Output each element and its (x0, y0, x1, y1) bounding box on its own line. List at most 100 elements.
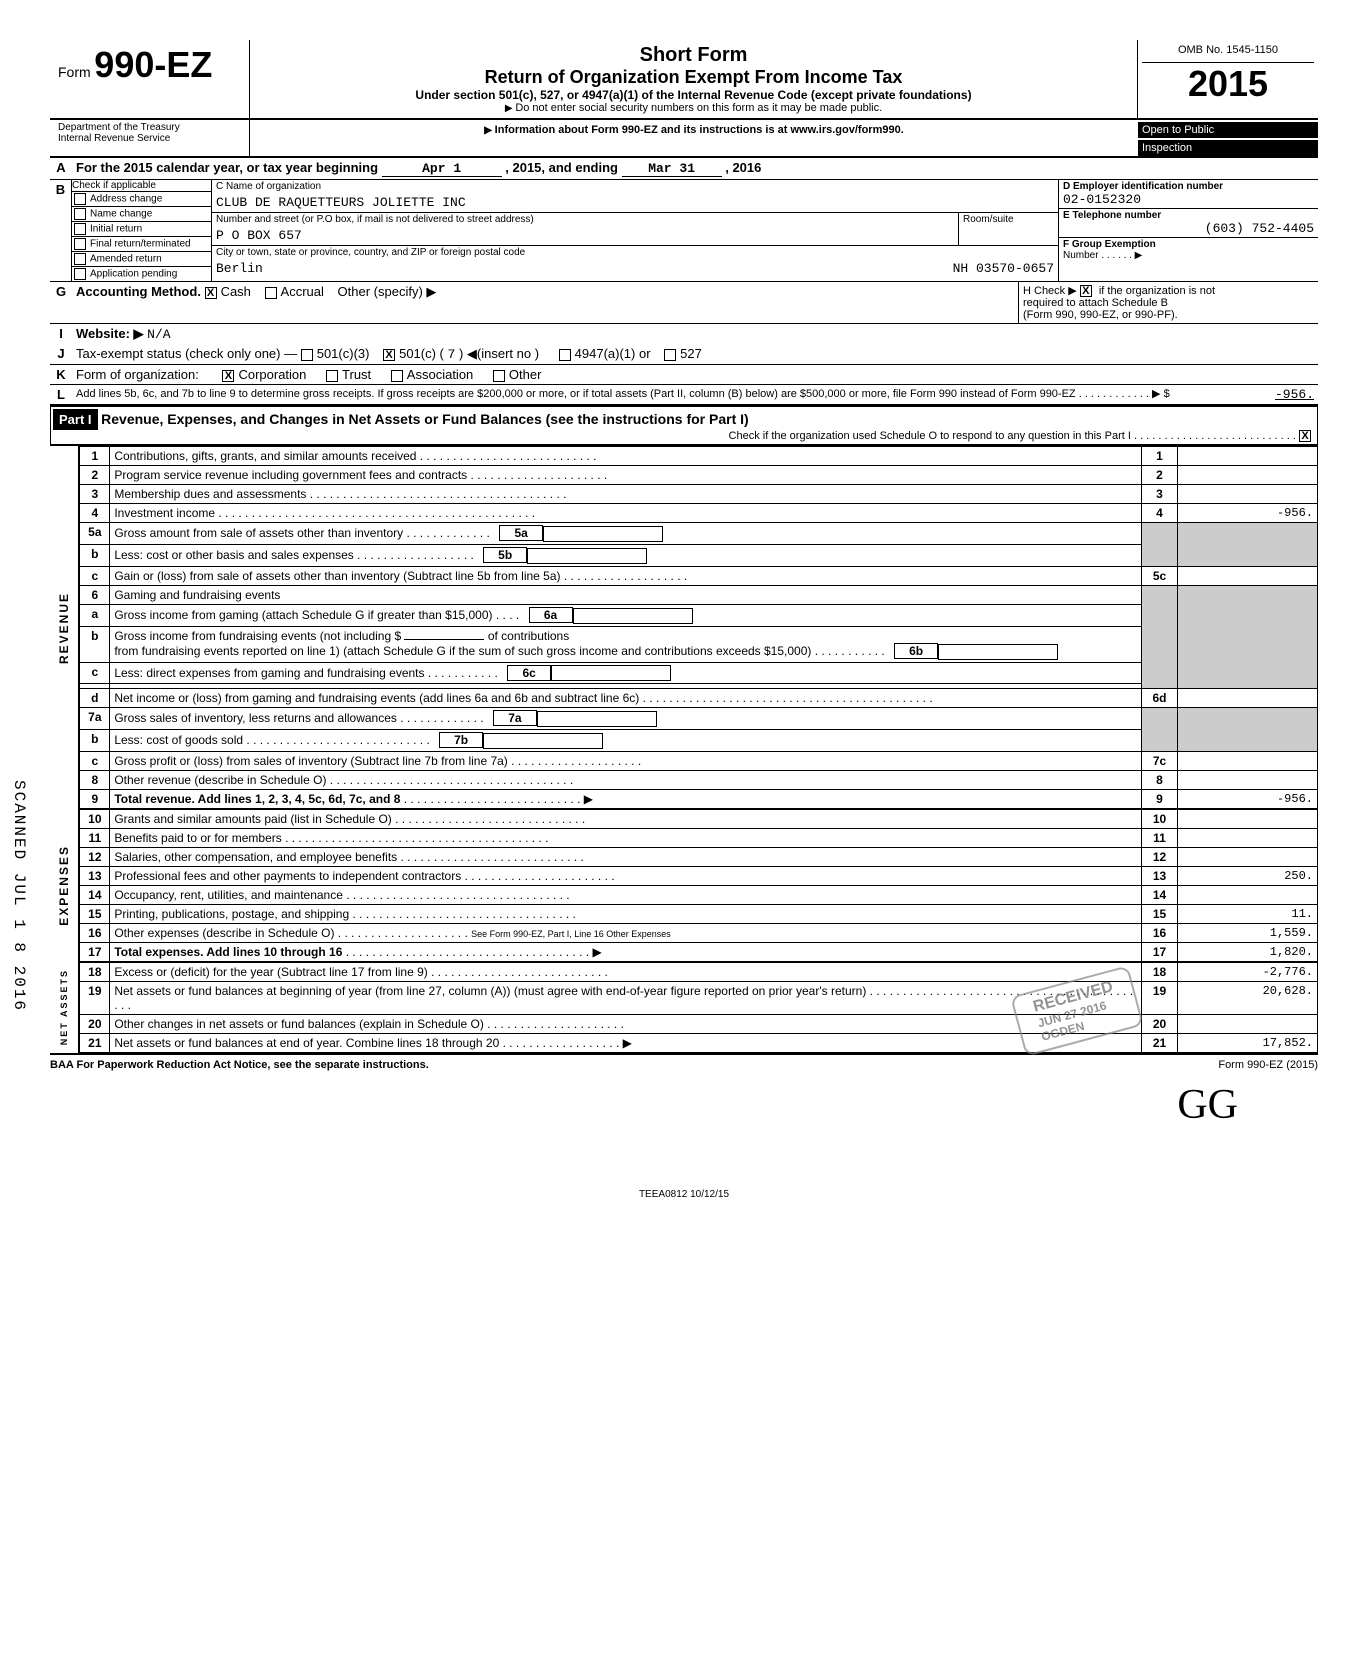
checkbox-icon[interactable] (74, 253, 86, 265)
line-18-box: 18 (1142, 962, 1178, 981)
line-6d-desc: Net income or (loss) from gaming and fun… (110, 689, 1142, 708)
line-20-row: 20Other changes in net assets or fund ba… (80, 1014, 1318, 1033)
line-10-val (1178, 809, 1318, 828)
line-21-desc: Net assets or fund balances at end of ye… (110, 1033, 1142, 1052)
line-7b-row: bLess: cost of goods sold . . . . . . . … (80, 730, 1318, 752)
line-7c-val (1178, 751, 1318, 770)
checkbox-icon[interactable] (74, 238, 86, 250)
line-7a-no: 7a (80, 708, 110, 730)
line-14-desc: Occupancy, rent, utilities, and maintena… (110, 885, 1142, 904)
501c-num: 7 (448, 347, 456, 362)
sub-5b-val (527, 548, 647, 564)
checkbox-icon[interactable] (205, 287, 217, 299)
line-g-h: G Accounting Method. Cash Accrual Other … (50, 282, 1318, 324)
ein-label: D Employer identification number (1063, 181, 1314, 192)
line-11-val (1178, 828, 1318, 847)
line-5a-desc: Gross amount from sale of assets other t… (110, 523, 1142, 545)
line-3-row: 3Membership dues and assessments . . . .… (80, 485, 1318, 504)
checkbox-icon[interactable] (493, 370, 505, 382)
shaded-7 (1142, 708, 1178, 752)
checkbox-icon[interactable] (1080, 285, 1092, 297)
line-1-desc: Contributions, gifts, grants, and simila… (110, 447, 1142, 466)
sub-6b-val (938, 644, 1058, 660)
checkbox-icon[interactable] (391, 370, 403, 382)
footer-form: Form 990-EZ (2015) (1218, 1059, 1318, 1071)
line-4-box: 4 (1142, 504, 1178, 523)
dept-treasury: Department of the Treasury (58, 122, 241, 133)
checkbox-icon[interactable] (664, 349, 676, 361)
checkbox-icon[interactable] (74, 193, 86, 205)
shaded-6 (1142, 585, 1178, 688)
form-header: Form 990-EZ Short Form Return of Organiz… (50, 40, 1318, 120)
shaded-5ab-val (1178, 523, 1318, 567)
other-label: Other (specify) ▶ (338, 284, 437, 299)
line-11-row: 11Benefits paid to or for members . . . … (80, 828, 1318, 847)
line-6-desc: Gaming and fundraising events (110, 585, 1142, 604)
room-label: Room/suite (959, 213, 1058, 226)
open-public-cell: Open to Public Inspection (1138, 120, 1318, 156)
checkbox-icon[interactable] (74, 208, 86, 220)
line-19-row: 19Net assets or fund balances at beginni… (80, 981, 1318, 1014)
scanned-stamp-side: SCANNED JUL 1 8 2016 (10, 780, 28, 1012)
line-12-val (1178, 847, 1318, 866)
line-l-value: -956. (1198, 385, 1318, 404)
checkbox-icon[interactable] (74, 268, 86, 280)
line-20-box: 20 (1142, 1014, 1178, 1033)
line-20-val (1178, 1014, 1318, 1033)
shaded-5ab (1142, 523, 1178, 567)
expenses-vert-label: EXPENSES (55, 841, 73, 930)
letter-g: G (50, 282, 72, 323)
line-11-desc: Benefits paid to or for members . . . . … (110, 828, 1142, 847)
line-21-val: 17,852. (1178, 1033, 1318, 1052)
note-ssn: Do not enter social security numbers on … (260, 102, 1127, 114)
sub-5a-val (543, 526, 663, 542)
line-2-val (1178, 466, 1318, 485)
form-number: 990-EZ (94, 44, 212, 85)
line-10-row: 10Grants and similar amounts paid (list … (80, 809, 1318, 828)
line-13-desc: Professional fees and other payments to … (110, 866, 1142, 885)
checkbox-icon[interactable] (383, 349, 395, 361)
chk-app-pending: Application pending (72, 267, 211, 281)
name-label: C Name of organization (212, 180, 1058, 193)
cash-label: Cash (221, 284, 251, 299)
checkbox-icon[interactable] (74, 223, 86, 235)
line-21-box: 21 (1142, 1033, 1178, 1052)
line-12-no: 12 (80, 847, 110, 866)
checkbox-icon[interactable] (559, 349, 571, 361)
line-4-no: 4 (80, 504, 110, 523)
check-applicable-label: Check if applicable (72, 180, 211, 192)
sub-7a: 7a (493, 710, 537, 726)
revenue-table: 1Contributions, gifts, grants, and simil… (79, 446, 1318, 809)
footer-row: BAA For Paperwork Reduction Act Notice, … (50, 1055, 1318, 1071)
line-6c-desc: Less: direct expenses from gaming and fu… (110, 662, 1142, 684)
part-1-label: Part I (53, 409, 98, 430)
phone-label: E Telephone number (1063, 210, 1314, 221)
line-21-row: 21Net assets or fund balances at end of … (80, 1033, 1318, 1052)
tax-year: 2015 (1142, 63, 1314, 105)
line-6c-no: c (80, 662, 110, 684)
initial-label: Initial return (90, 224, 142, 235)
line-k: K Form of organization: Corporation Trus… (50, 365, 1318, 385)
checkbox-icon[interactable] (326, 370, 338, 382)
line-12-row: 12Salaries, other compensation, and empl… (80, 847, 1318, 866)
line-6d-no: d (80, 689, 110, 708)
line-16-desc: Other expenses (describe in Schedule O) … (110, 923, 1142, 942)
line-18-row: 18Excess or (deficit) for the year (Subt… (80, 962, 1318, 981)
app-pending-label: Application pending (90, 269, 177, 280)
org-city: Berlin (216, 261, 263, 276)
checkbox-icon[interactable] (1299, 430, 1311, 442)
checkbox-icon[interactable] (265, 287, 277, 299)
line-13-box: 13 (1142, 866, 1178, 885)
checkbox-icon[interactable] (222, 370, 234, 382)
line-6b-row: bGross income from fundraising events (n… (80, 626, 1318, 662)
line-5c-desc: Gain or (loss) from sale of assets other… (110, 566, 1142, 585)
line-8-row: 8Other revenue (describe in Schedule O) … (80, 770, 1318, 789)
line-6c-row: cLess: direct expenses from gaming and f… (80, 662, 1318, 684)
line-6a-no: a (80, 604, 110, 626)
part-1-check-row: Check if the organization used Schedule … (53, 430, 1315, 442)
line-14-box: 14 (1142, 885, 1178, 904)
checkbox-icon[interactable] (301, 349, 313, 361)
line-6d-row: dNet income or (loss) from gaming and fu… (80, 689, 1318, 708)
accounting-label: Accounting Method. (76, 284, 201, 299)
line-18-desc: Excess or (deficit) for the year (Subtra… (110, 962, 1142, 981)
